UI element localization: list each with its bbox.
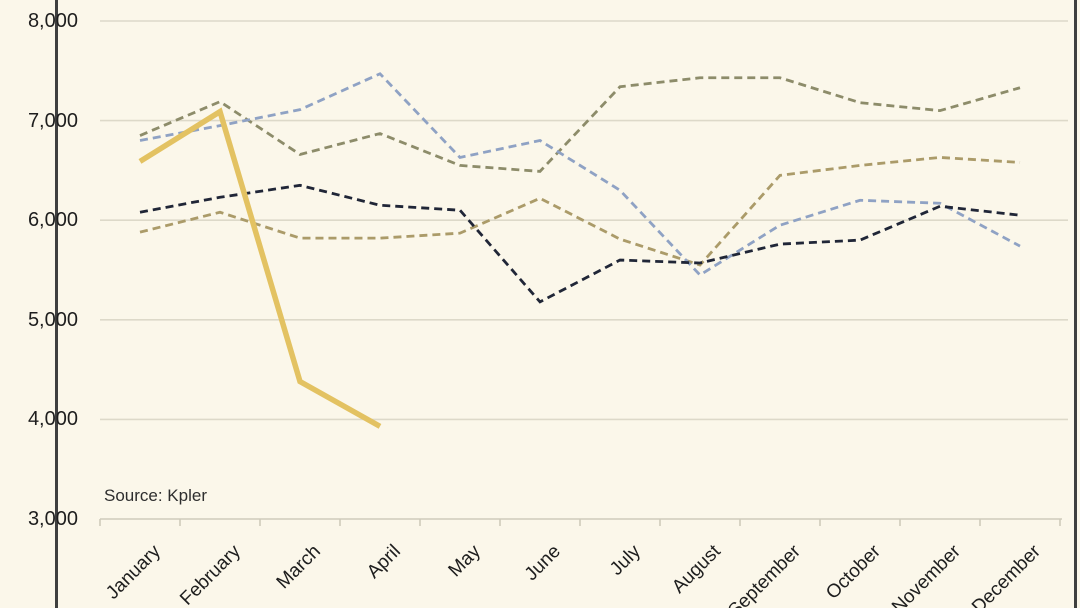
y-axis-label-3000: 3,000 <box>27 508 78 530</box>
y-axis-label-7000: 7,000 <box>27 109 78 132</box>
series-blue-dashed <box>139 72 1021 277</box>
y-axis-label-8000: 8,000 <box>27 10 78 32</box>
y-axis-label-6000: 6,000 <box>27 209 78 232</box>
series-navy-dashed <box>139 183 1021 304</box>
series-tan-dashed <box>139 156 1021 267</box>
source-note: Source: Kpler <box>104 486 207 505</box>
y-axis-label-4000: 4,000 <box>27 408 78 431</box>
right-border <box>1074 0 1077 608</box>
series-olive-dashed <box>139 76 1021 173</box>
y-axis-label-5000: 5,000 <box>27 308 78 331</box>
left-border <box>55 0 58 608</box>
series-gold-solid <box>138 107 382 429</box>
